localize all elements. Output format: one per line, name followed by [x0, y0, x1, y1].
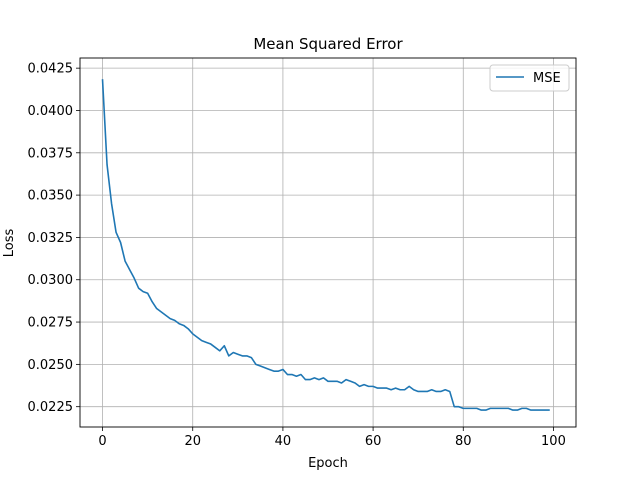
ticks: 0 20 40 60 80 100 0.0225 0.0250 0.0275 0.0300 0.03… — [28, 62, 566, 449]
y-tick-label: 0.0250 — [28, 358, 74, 373]
y-tick-label: 0.0350 — [28, 189, 74, 204]
legend-label-mse: MSE — [533, 71, 561, 86]
plot-area — [80, 58, 576, 427]
x-tick-label: 100 — [541, 434, 566, 449]
y-tick-label: 0.0275 — [28, 316, 74, 331]
y-tick-label: 0.0375 — [28, 146, 74, 161]
series-line-mse — [101, 79, 550, 411]
y-tick-label: 0.0425 — [28, 62, 74, 77]
chart-title: Mean Squared Error — [253, 35, 403, 53]
grid — [80, 58, 576, 427]
y-tick-label: 0.0300 — [28, 273, 74, 288]
x-tick-label: 40 — [275, 434, 292, 449]
x-tick-label: 60 — [365, 434, 382, 449]
x-tick-label: 20 — [184, 434, 201, 449]
y-axis-label: Loss — [2, 229, 17, 258]
legend-box — [489, 64, 570, 92]
legend: MSE — [489, 64, 570, 92]
series-layer — [101, 79, 550, 411]
x-tick-label: 80 — [455, 434, 472, 449]
y-tick-label: 0.0400 — [28, 104, 74, 119]
plot-frame — [79, 57, 577, 428]
x-tick-label: 0 — [98, 434, 106, 449]
y-tick-label: 0.0225 — [28, 400, 74, 415]
y-tick-label: 0.0325 — [28, 231, 74, 246]
x-axis-label: Epoch — [308, 456, 348, 471]
